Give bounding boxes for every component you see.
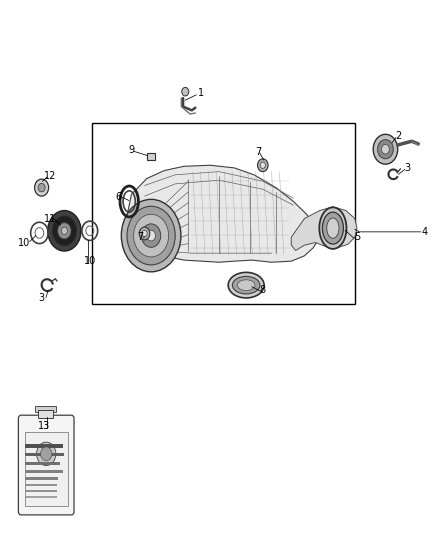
Ellipse shape xyxy=(237,280,255,290)
Circle shape xyxy=(378,140,393,159)
Circle shape xyxy=(127,206,175,265)
Text: 10: 10 xyxy=(18,238,30,247)
Text: 3: 3 xyxy=(39,294,45,303)
Text: 9: 9 xyxy=(128,146,134,155)
Circle shape xyxy=(141,224,161,247)
Circle shape xyxy=(37,442,56,466)
Bar xyxy=(25,470,63,473)
Circle shape xyxy=(52,216,77,246)
Text: 2: 2 xyxy=(396,131,402,141)
Bar xyxy=(25,462,60,465)
Text: 13: 13 xyxy=(38,422,50,431)
Circle shape xyxy=(48,211,81,251)
Bar xyxy=(25,477,58,480)
Text: 12: 12 xyxy=(44,171,57,181)
Circle shape xyxy=(147,230,155,241)
Circle shape xyxy=(258,159,268,172)
Ellipse shape xyxy=(228,272,264,298)
Text: 1: 1 xyxy=(198,88,205,98)
Circle shape xyxy=(373,134,398,164)
Circle shape xyxy=(260,162,265,168)
Ellipse shape xyxy=(322,212,343,244)
Bar xyxy=(25,453,64,456)
Polygon shape xyxy=(127,165,320,262)
Polygon shape xyxy=(291,207,357,251)
Text: 6: 6 xyxy=(115,192,121,202)
Bar xyxy=(35,406,56,412)
Text: 8: 8 xyxy=(260,286,266,295)
FancyBboxPatch shape xyxy=(18,415,74,515)
Ellipse shape xyxy=(327,218,339,238)
Circle shape xyxy=(61,227,67,235)
Circle shape xyxy=(35,179,49,196)
Circle shape xyxy=(121,199,181,272)
Bar xyxy=(25,444,63,448)
Text: 7: 7 xyxy=(255,147,261,157)
Text: 5: 5 xyxy=(354,232,360,242)
Bar xyxy=(147,153,155,160)
Circle shape xyxy=(142,230,147,237)
Ellipse shape xyxy=(233,276,260,294)
Text: 7: 7 xyxy=(137,232,143,242)
Bar xyxy=(26,490,57,492)
Text: 10: 10 xyxy=(84,256,96,266)
Circle shape xyxy=(139,227,150,240)
Circle shape xyxy=(38,183,45,192)
Circle shape xyxy=(134,214,169,257)
Text: 3: 3 xyxy=(404,163,410,173)
Circle shape xyxy=(58,223,71,239)
Bar xyxy=(92,123,355,304)
Bar xyxy=(26,496,57,498)
Text: 4: 4 xyxy=(422,227,428,237)
Circle shape xyxy=(381,144,389,154)
Circle shape xyxy=(182,87,189,96)
Bar xyxy=(38,410,53,418)
Text: 11: 11 xyxy=(44,214,57,223)
Ellipse shape xyxy=(319,207,346,249)
Bar xyxy=(26,484,57,486)
Bar xyxy=(25,432,68,506)
Circle shape xyxy=(40,447,52,461)
